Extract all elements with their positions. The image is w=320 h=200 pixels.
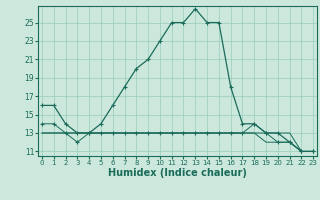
X-axis label: Humidex (Indice chaleur): Humidex (Indice chaleur) xyxy=(108,168,247,178)
